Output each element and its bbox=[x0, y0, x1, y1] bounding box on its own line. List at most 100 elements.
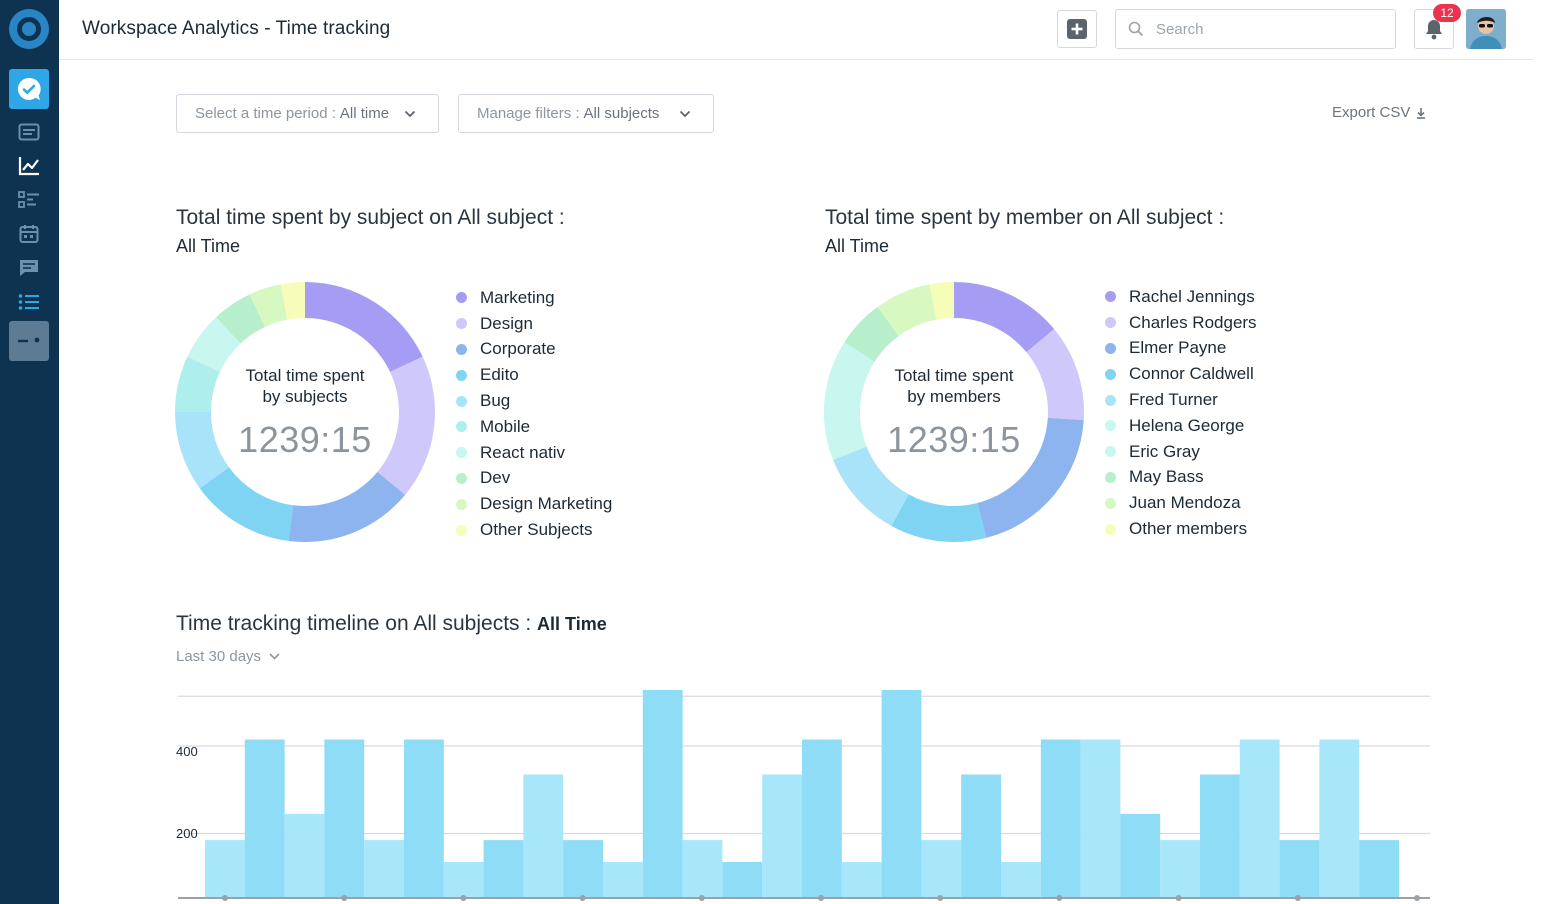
timeline-bar[interactable] bbox=[1359, 840, 1399, 897]
x-axis-tick bbox=[341, 895, 348, 901]
subject-legend-label: Edito bbox=[480, 365, 519, 385]
member-legend-item[interactable]: Rachel Jennings bbox=[1105, 284, 1257, 310]
x-axis-tick bbox=[937, 895, 944, 901]
sidebar-item-home[interactable] bbox=[9, 69, 49, 109]
timeline-bar[interactable] bbox=[881, 690, 922, 897]
sidebar-item-cards[interactable] bbox=[9, 120, 49, 144]
member-legend-item[interactable]: Eric Gray bbox=[1105, 439, 1257, 465]
member-legend-item[interactable]: May Bass bbox=[1105, 465, 1257, 491]
timeline-bar[interactable] bbox=[404, 739, 444, 898]
timeline-bar[interactable] bbox=[364, 840, 404, 897]
subject-slice[interactable] bbox=[216, 294, 265, 344]
subject-legend-item[interactable]: Mobile bbox=[456, 414, 612, 440]
legend-dot-icon bbox=[456, 447, 467, 459]
timeline-bar[interactable] bbox=[1001, 862, 1041, 897]
timeline-bar[interactable] bbox=[921, 840, 962, 897]
timeline-bar[interactable] bbox=[642, 690, 683, 897]
subject-legend-item[interactable]: Corporate bbox=[456, 337, 612, 363]
members-total-value: 1239:15 bbox=[887, 419, 1021, 460]
timeline-bar[interactable] bbox=[802, 739, 842, 898]
timeline-bar[interactable] bbox=[284, 813, 325, 897]
subject-slice[interactable] bbox=[187, 317, 241, 372]
timeline-bar[interactable] bbox=[1080, 739, 1121, 898]
timeline-bar[interactable] bbox=[1120, 813, 1161, 897]
subject-legend-label: Dev bbox=[480, 468, 511, 488]
subject-slice[interactable] bbox=[175, 412, 229, 489]
timeline-bar[interactable] bbox=[682, 840, 723, 897]
time-period-dropdown[interactable]: Select a time period : All time bbox=[176, 94, 439, 133]
subject-slice[interactable] bbox=[288, 471, 406, 542]
subject-slice[interactable] bbox=[305, 282, 423, 372]
member-legend-item[interactable]: Fred Turner bbox=[1105, 387, 1257, 413]
member-slice[interactable] bbox=[826, 342, 875, 395]
member-legend-item[interactable]: Charles Rodgers bbox=[1105, 310, 1257, 336]
timeline-bar[interactable] bbox=[603, 862, 643, 897]
sidebar-item-checklist[interactable] bbox=[9, 188, 49, 212]
search-input[interactable] bbox=[1156, 18, 1376, 40]
member-slice[interactable] bbox=[1026, 329, 1084, 421]
member-legend-label: Connor Caldwell bbox=[1129, 364, 1254, 384]
timeline-bar[interactable] bbox=[563, 840, 603, 897]
x-axis-tick bbox=[1294, 895, 1301, 901]
timeline-bar[interactable] bbox=[1200, 774, 1240, 898]
subject-slice[interactable] bbox=[377, 356, 435, 495]
sidebar-item-analytics[interactable] bbox=[9, 154, 49, 178]
subjects-center-label-2: by subjects bbox=[262, 387, 348, 406]
member-slice[interactable] bbox=[891, 494, 987, 542]
bell-icon bbox=[1426, 20, 1442, 40]
logo-icon[interactable] bbox=[9, 9, 49, 49]
subject-legend-item[interactable]: Design Marketing bbox=[456, 491, 612, 517]
timeline-bar[interactable] bbox=[762, 774, 802, 898]
member-legend-item[interactable]: Other members bbox=[1105, 516, 1257, 542]
member-legend-item[interactable]: Juan Mendoza bbox=[1105, 490, 1257, 516]
member-legend-label: Rachel Jennings bbox=[1129, 286, 1255, 306]
member-slice[interactable] bbox=[877, 284, 937, 336]
subject-legend-item[interactable]: Dev bbox=[456, 466, 612, 492]
export-csv-button[interactable]: Export CSV bbox=[1332, 104, 1426, 121]
add-button[interactable] bbox=[1057, 10, 1097, 48]
subject-legend-item[interactable]: Edito bbox=[456, 362, 612, 388]
member-slice[interactable] bbox=[929, 282, 954, 320]
member-slice[interactable] bbox=[844, 306, 899, 362]
subject-legend-item[interactable]: React nativ bbox=[456, 440, 612, 466]
sidebar-item-calendar[interactable] bbox=[9, 222, 49, 246]
timeline-bar[interactable] bbox=[961, 774, 1001, 898]
filters-label: Manage filters : bbox=[477, 105, 580, 122]
subject-slice[interactable] bbox=[249, 284, 288, 327]
timeline-bar[interactable] bbox=[324, 739, 365, 898]
subject-slice[interactable] bbox=[280, 282, 305, 320]
timeline-bar[interactable] bbox=[205, 840, 245, 897]
timeline-bar[interactable] bbox=[1040, 739, 1081, 898]
subject-legend-item[interactable]: Other Subjects bbox=[456, 517, 612, 543]
member-legend-item[interactable]: Connor Caldwell bbox=[1105, 361, 1257, 387]
member-slice[interactable] bbox=[833, 446, 909, 526]
sidebar-item-messages[interactable] bbox=[9, 256, 49, 280]
member-slice[interactable] bbox=[824, 387, 867, 460]
timeline-bar[interactable] bbox=[722, 862, 763, 897]
timeline-bar[interactable] bbox=[483, 840, 524, 897]
member-legend-item[interactable]: Elmer Payne bbox=[1105, 336, 1257, 362]
subject-slice[interactable] bbox=[175, 356, 220, 412]
subject-legend-item[interactable]: Bug bbox=[456, 388, 612, 414]
member-legend-item[interactable]: Helena George bbox=[1105, 413, 1257, 439]
member-slice[interactable] bbox=[977, 417, 1084, 538]
subject-legend-item[interactable]: Design bbox=[456, 311, 612, 337]
timeline-bar[interactable] bbox=[841, 862, 882, 897]
subject-legend-item[interactable]: Marketing bbox=[456, 285, 612, 311]
timeline-bar[interactable] bbox=[1239, 739, 1280, 898]
sidebar-item-list[interactable] bbox=[9, 290, 49, 314]
timeline-range-dropdown[interactable]: Last 30 days bbox=[176, 648, 280, 665]
member-slice[interactable] bbox=[954, 282, 1055, 353]
avatar[interactable] bbox=[1466, 9, 1506, 49]
filters-dropdown[interactable]: Manage filters : All subjects bbox=[458, 94, 714, 133]
timeline-bar[interactable] bbox=[523, 774, 564, 898]
timeline-bar[interactable] bbox=[1319, 739, 1360, 898]
timeline-bar[interactable] bbox=[244, 739, 285, 898]
sidebar-item-toggle[interactable] bbox=[9, 321, 49, 361]
subject-slice[interactable] bbox=[199, 467, 294, 541]
timeline-bar[interactable] bbox=[443, 862, 484, 897]
timeline-bar[interactable] bbox=[1279, 840, 1320, 897]
legend-dot-icon bbox=[1105, 523, 1116, 535]
member-legend-label: Elmer Payne bbox=[1129, 338, 1227, 358]
timeline-bar[interactable] bbox=[1160, 840, 1200, 897]
